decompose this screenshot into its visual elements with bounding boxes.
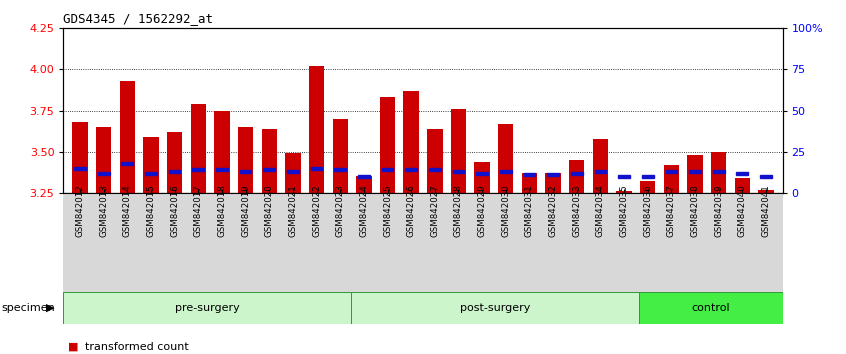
Bar (618, 175, 630, 178)
Text: transformed count: transformed count (85, 342, 189, 352)
Bar (476, 172, 488, 175)
Bar (309, 66, 324, 193)
Bar (404, 91, 419, 193)
Bar (216, 169, 228, 171)
Bar (356, 176, 371, 193)
Bar (524, 173, 536, 176)
Bar (758, 190, 774, 193)
Bar (737, 172, 748, 175)
Bar (192, 169, 204, 171)
Bar (713, 170, 724, 173)
Bar (382, 169, 393, 171)
Bar (63, 292, 351, 324)
Bar (522, 173, 537, 193)
Bar (122, 162, 133, 165)
Bar (640, 181, 656, 193)
Bar (569, 160, 585, 193)
Bar (617, 191, 632, 193)
Bar (358, 175, 370, 178)
Bar (190, 104, 206, 193)
Bar (405, 169, 417, 171)
Text: GDS4345 / 1562292_at: GDS4345 / 1562292_at (63, 12, 213, 25)
Bar (711, 152, 727, 193)
Bar (498, 124, 514, 193)
Bar (287, 170, 299, 173)
Bar (475, 162, 490, 193)
Bar (571, 172, 583, 175)
Bar (169, 170, 180, 173)
Text: control: control (691, 303, 730, 313)
Bar (239, 170, 251, 173)
Bar (666, 170, 677, 173)
Bar (119, 81, 135, 193)
Bar (429, 169, 441, 171)
Bar (639, 292, 783, 324)
Bar (72, 122, 88, 193)
Bar (593, 139, 608, 193)
Bar (546, 173, 561, 193)
Bar (74, 167, 85, 170)
Bar (143, 137, 159, 193)
Bar (642, 175, 654, 178)
Text: specimen: specimen (2, 303, 56, 313)
Bar (427, 129, 442, 193)
Bar (689, 170, 700, 173)
Bar (310, 167, 322, 170)
Bar (453, 170, 464, 173)
Bar (332, 119, 348, 193)
Bar (285, 153, 300, 193)
Bar (595, 170, 607, 173)
Bar (98, 172, 109, 175)
Bar (96, 127, 112, 193)
Text: post-surgery: post-surgery (459, 303, 530, 313)
Bar (451, 109, 466, 193)
Bar (146, 172, 157, 175)
Bar (214, 111, 229, 193)
Bar (351, 292, 639, 324)
Bar (167, 132, 183, 193)
Bar (261, 129, 277, 193)
Bar (663, 165, 679, 193)
Bar (238, 127, 253, 193)
Bar (263, 169, 275, 171)
Bar (380, 97, 395, 193)
Text: ▶: ▶ (46, 303, 54, 313)
Text: pre-surgery: pre-surgery (175, 303, 239, 313)
Bar (734, 178, 750, 193)
Bar (334, 169, 346, 171)
Bar (761, 175, 772, 178)
Bar (547, 173, 559, 176)
Bar (687, 155, 703, 193)
Bar (500, 170, 512, 173)
Text: ■: ■ (68, 342, 78, 352)
